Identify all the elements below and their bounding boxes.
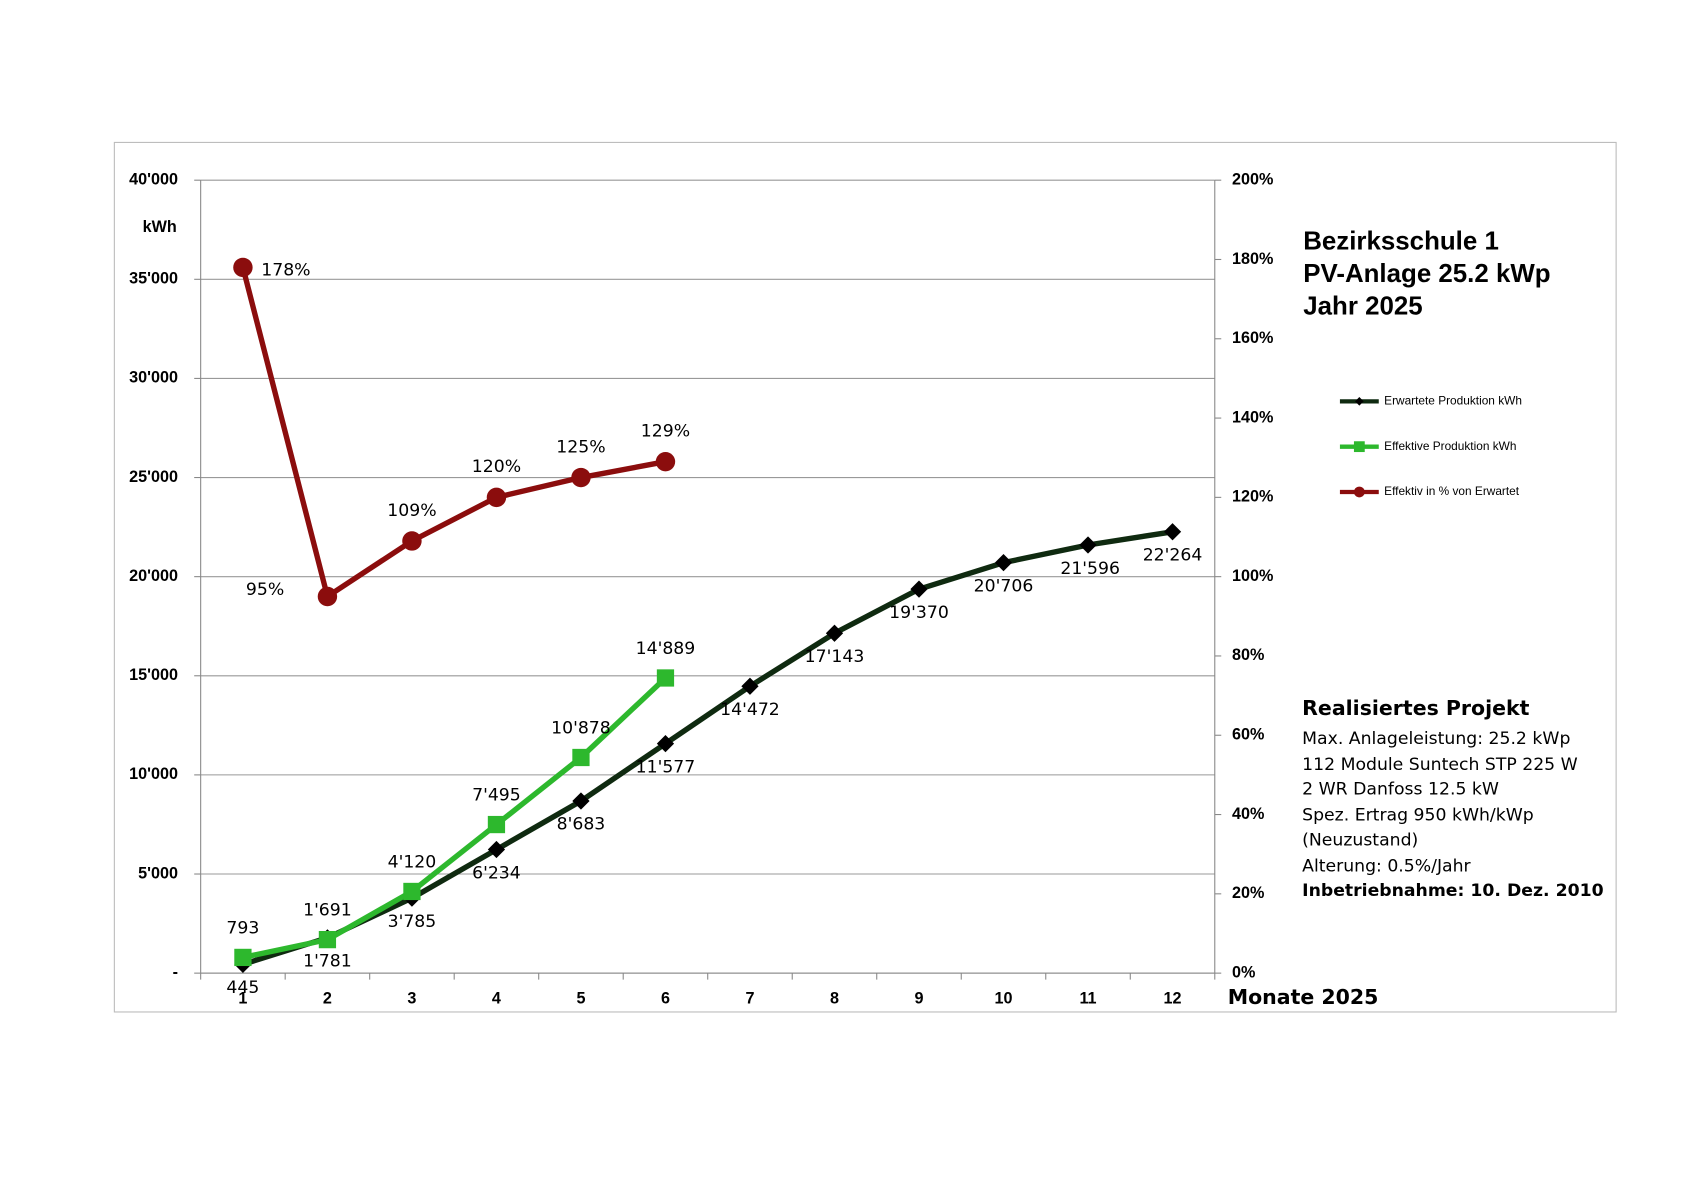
y2-tick-label: 40% xyxy=(1232,805,1264,823)
data-label: 125% xyxy=(556,437,605,457)
data-label: 120% xyxy=(472,457,521,477)
data-point xyxy=(656,669,675,687)
legend-label: Erwartete Produktion kWh xyxy=(1384,393,1522,407)
data-label: 3'785 xyxy=(388,912,437,932)
data-label: 10'878 xyxy=(551,718,611,738)
y-tick-label: 30'000 xyxy=(129,369,178,387)
data-point xyxy=(655,451,676,472)
data-line xyxy=(242,529,1173,967)
y-tick-label: 15'000 xyxy=(129,666,178,684)
data-label: 8'683 xyxy=(557,815,606,835)
legend-marker xyxy=(1353,441,1365,453)
y-tick-label: 40'000 xyxy=(129,170,178,188)
y-tick-label: 5'000 xyxy=(138,864,178,882)
annotation: Inbetriebnahme: 10. Dez. 2010 xyxy=(1302,881,1603,901)
annotation: Alterung: 0.5%/Jahr xyxy=(1302,856,1471,876)
x-tick-label: 1 xyxy=(238,989,247,1007)
data-label: 95% xyxy=(246,580,284,600)
data-label: 19'370 xyxy=(889,603,949,623)
data-label: 22'264 xyxy=(1143,546,1203,566)
y-tick-label: 25'000 xyxy=(129,468,178,486)
data-point xyxy=(910,580,928,598)
data-point xyxy=(233,257,253,278)
x-tick-label: 8 xyxy=(830,989,839,1007)
data-label: 6'234 xyxy=(472,863,521,883)
data-point xyxy=(1163,523,1182,541)
legend-marker xyxy=(1353,486,1365,498)
y-axis-label: kWh xyxy=(143,218,177,236)
data-label: 11'577 xyxy=(636,757,696,777)
data-point xyxy=(402,531,422,551)
legend-label: Effektive Produktion kWh xyxy=(1384,439,1516,453)
x-tick-label: 6 xyxy=(661,989,670,1007)
data-label: 793 xyxy=(226,918,259,938)
data-line xyxy=(240,266,666,600)
x-tick-label: 9 xyxy=(914,989,923,1007)
y2-tick-label: 100% xyxy=(1232,567,1273,585)
y2-tick-label: 20% xyxy=(1232,884,1264,902)
y2-tick-label: 120% xyxy=(1232,488,1273,506)
y2-tick-label: 80% xyxy=(1232,646,1264,664)
data-label: 14'889 xyxy=(636,639,696,659)
x-tick-label: 4 xyxy=(492,989,501,1007)
y2-tick-label: 160% xyxy=(1232,329,1273,347)
y-tick-label: 20'000 xyxy=(129,567,178,585)
x-tick-label: 5 xyxy=(576,989,585,1007)
data-label: 1'781 xyxy=(303,952,352,972)
x-tick-label: 10 xyxy=(995,989,1013,1007)
chart-title: Bezirksschule 1 xyxy=(1303,228,1499,256)
data-label: 445 xyxy=(226,978,259,998)
data-point xyxy=(403,882,421,901)
x-tick-label: 11 xyxy=(1079,989,1096,1007)
annotation: Spez. Ertrag 950 kWh/kWp xyxy=(1302,806,1534,826)
data-point xyxy=(572,748,590,767)
data-label: 21'596 xyxy=(1060,559,1120,579)
data-label: 4'120 xyxy=(388,852,437,872)
y-tick-label: 10'000 xyxy=(129,765,178,783)
annotation: Max. Anlageleistung: 25.2 kWp xyxy=(1302,729,1570,749)
data-point xyxy=(234,948,252,967)
legend-label: Effektiv in % von Erwartet xyxy=(1384,484,1520,498)
data-label: 109% xyxy=(387,501,436,521)
data-label: 20'706 xyxy=(974,576,1034,596)
data-label: 14'472 xyxy=(720,700,780,720)
y2-tick-label: 0% xyxy=(1232,963,1255,981)
chart-title: Jahr 2025 xyxy=(1303,292,1422,320)
x-tick-label: 2 xyxy=(323,989,332,1007)
y2-tick-label: 140% xyxy=(1232,408,1273,426)
y-tick-label: 35'000 xyxy=(129,270,178,288)
x-tick-label: 12 xyxy=(1164,989,1182,1007)
x-tick-label: 7 xyxy=(745,989,754,1007)
data-point xyxy=(994,554,1013,572)
legend-marker xyxy=(1355,397,1364,406)
data-line xyxy=(242,676,668,961)
chart-title: PV-Anlage 25.2 kWp xyxy=(1303,260,1550,288)
y2-tick-label: 200% xyxy=(1232,170,1273,188)
data-label: 17'143 xyxy=(805,647,865,667)
x-axis-label: Monate 2025 xyxy=(1228,985,1379,1009)
data-label: 7'495 xyxy=(472,785,521,805)
data-point xyxy=(317,586,338,607)
data-point xyxy=(571,467,591,488)
annotation: 2 WR Danfoss 12.5 kW xyxy=(1302,780,1499,800)
data-point xyxy=(486,487,507,508)
x-tick-label: 3 xyxy=(407,989,416,1007)
data-point xyxy=(318,930,337,949)
data-label: 178% xyxy=(261,261,310,281)
data-label: 129% xyxy=(641,421,690,441)
y2-tick-label: 180% xyxy=(1232,250,1273,268)
data-point xyxy=(572,792,590,810)
y-tick-label: - xyxy=(173,963,178,981)
data-label: 1'691 xyxy=(303,900,352,920)
annotation: 112 Module Suntech STP 225 W xyxy=(1302,755,1578,775)
annotation: Realisiertes Projekt xyxy=(1302,696,1529,720)
y2-tick-label: 60% xyxy=(1232,726,1264,744)
data-point xyxy=(487,815,506,834)
annotation: (Neuzustand) xyxy=(1302,830,1418,850)
